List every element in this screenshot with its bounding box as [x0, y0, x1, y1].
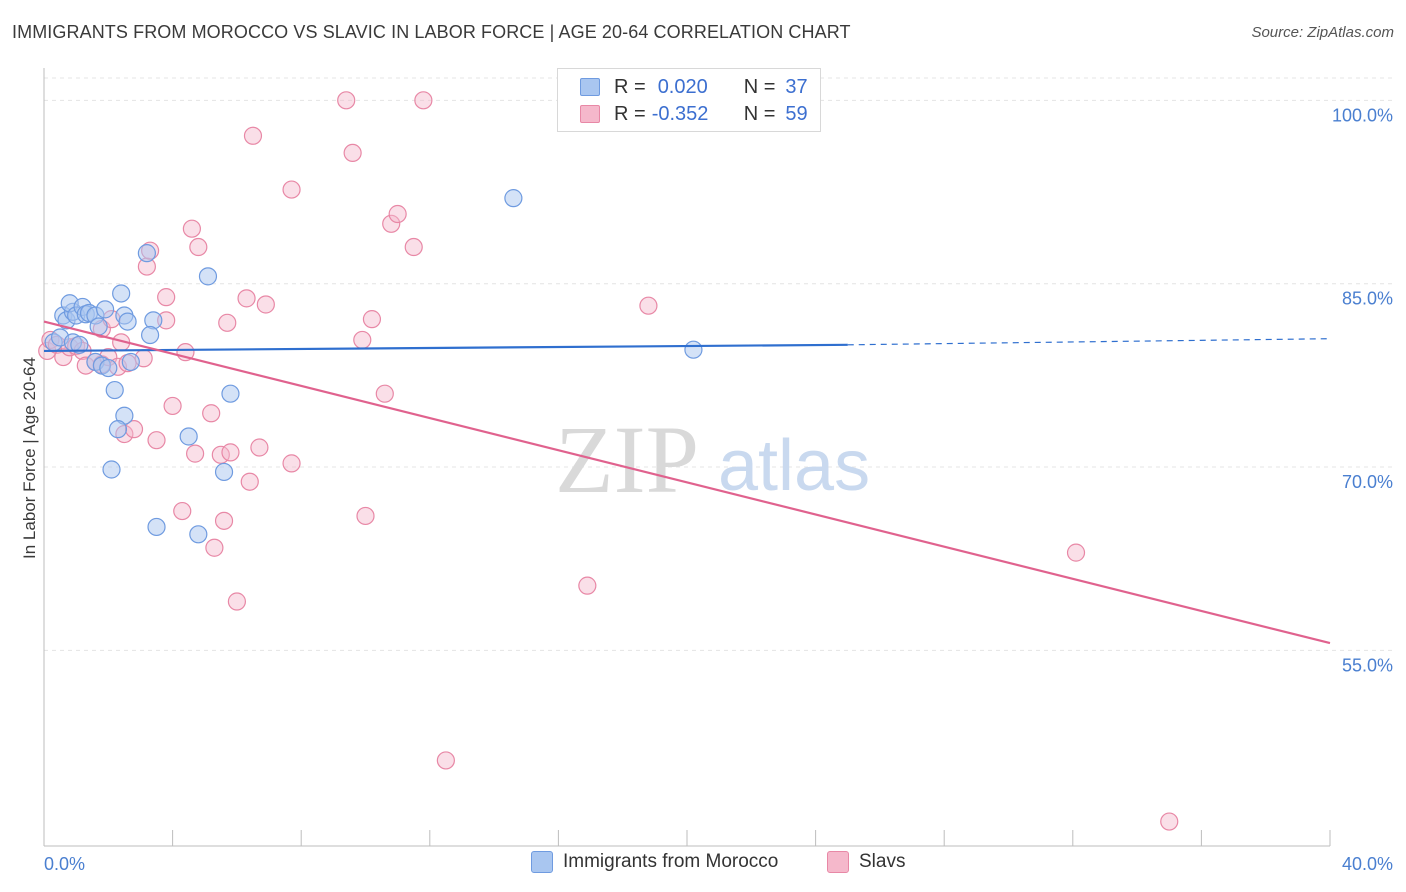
legend-n-value: 59: [785, 102, 808, 125]
legend-label-slavs: Slavs: [859, 851, 906, 872]
watermark: ZIP atlas: [555, 406, 870, 513]
slavs-point: [1160, 812, 1179, 831]
slavs-point: [639, 296, 658, 315]
legend-r-label: R =: [614, 75, 646, 98]
slavs-point: [221, 443, 240, 462]
morocco-point: [121, 352, 140, 372]
morocco-point: [99, 358, 118, 378]
morocco-point: [214, 462, 234, 482]
x-tick-label: 0.0%: [44, 854, 85, 874]
morocco-point: [102, 460, 121, 479]
slavs-point: [240, 472, 259, 491]
trend-lines: [43, 320, 1331, 645]
morocco-point: [198, 267, 218, 286]
gridlines: [44, 77, 1394, 651]
x-tick-label: 40.0%: [1342, 854, 1393, 874]
morocco-point: [105, 380, 124, 400]
slavs-point: [173, 501, 192, 521]
legend-swatch-blue: [580, 78, 600, 96]
morocco-point: [70, 335, 89, 354]
y-tick-label: 70.0%: [1342, 472, 1393, 492]
slavs-point: [382, 214, 401, 233]
slavs-point: [163, 396, 182, 416]
correlation-legend: R = 0.020 N = 37 R = -0.352 N = 59: [557, 68, 821, 132]
slavs-point: [282, 454, 301, 473]
morocco-point: [89, 317, 108, 336]
slavs-point: [189, 237, 208, 257]
slavs-point: [356, 506, 375, 526]
slavs-point: [54, 347, 73, 367]
slavs-point: [436, 751, 455, 770]
legend-r-value: -0.352: [651, 102, 709, 125]
y-axis-label: In Labor Force | Age 20-64: [20, 357, 39, 559]
legend-swatch-blue: [531, 851, 553, 873]
slavs-point: [227, 592, 246, 611]
slavs-point: [243, 126, 263, 145]
morocco-point: [144, 311, 163, 330]
legend-item-slavs: Slavs: [827, 851, 905, 873]
legend-row-morocco: R = 0.020 N = 37: [558, 74, 808, 100]
legend-r-value: 0.020: [657, 75, 708, 98]
slavs-point: [250, 438, 269, 457]
slavs-point: [404, 237, 423, 257]
morocco-point: [112, 284, 131, 303]
legend-item-morocco: Immigrants from Morocco: [531, 851, 778, 873]
watermark-atlas: atlas: [718, 426, 870, 506]
legend-n-value: 37: [785, 75, 808, 98]
slavs-point: [214, 511, 234, 530]
legend-n-label: N =: [743, 102, 776, 125]
morocco-points: [44, 189, 703, 544]
morocco-point: [118, 312, 137, 331]
slavs-point: [282, 180, 301, 199]
morocco-trend-line: [43, 343, 848, 353]
morocco-point: [147, 517, 166, 537]
slavs-point: [147, 431, 166, 450]
y-tick-label: 85.0%: [1342, 289, 1393, 309]
morocco-point: [504, 189, 523, 208]
slavs-point: [218, 313, 237, 332]
slavs-point: [182, 219, 201, 238]
axes: [43, 68, 1331, 847]
legend-label-morocco: Immigrants from Morocco: [563, 851, 779, 872]
slavs-point: [388, 204, 407, 224]
morocco-point: [684, 340, 703, 359]
morocco-point: [140, 325, 160, 345]
slavs-point: [578, 576, 597, 595]
slavs-point: [205, 538, 224, 557]
morocco-point: [179, 427, 198, 446]
morocco-point: [189, 525, 208, 544]
slavs-point: [362, 310, 382, 329]
legend-row-slavs: R = -0.352 N = 59: [558, 101, 808, 127]
slavs-point: [1066, 543, 1086, 562]
slavs-point: [157, 288, 176, 307]
slavs-point: [375, 384, 394, 403]
slavs-point: [186, 444, 205, 463]
watermark-zip: ZIP: [555, 406, 699, 513]
y-tick-label: 100.0%: [1332, 105, 1393, 125]
y-tick-labels: 100.0% 85.0% 70.0% 55.0%: [1332, 105, 1393, 675]
slavs-point: [202, 404, 221, 423]
morocco-point: [137, 244, 156, 263]
x-tick-labels: 0.0% 40.0%: [44, 854, 1393, 874]
slavs-point: [337, 91, 356, 110]
chart-title: IMMIGRANTS FROM MOROCCO VS SLAVIC IN LAB…: [12, 22, 851, 42]
slavs-trend-line: [43, 320, 1331, 645]
source-credit: Source: ZipAtlas.com: [1251, 24, 1394, 41]
slavs-point: [237, 289, 256, 308]
slavs-point: [353, 330, 372, 350]
morocco-trend-extension: [847, 338, 1331, 346]
morocco-point: [95, 300, 115, 319]
legend-swatch-pink: [827, 851, 849, 873]
morocco-point: [108, 420, 128, 439]
legend-swatch-pink: [580, 105, 600, 123]
legend-n-label: N =: [743, 75, 776, 98]
legend-r-label: R =: [614, 102, 646, 125]
slavs-point: [414, 91, 433, 110]
slavs-point: [343, 143, 362, 162]
series-legend: Immigrants from Morocco Slavs: [0, 851, 1406, 877]
morocco-point: [221, 384, 240, 403]
slavs-point: [256, 295, 275, 314]
y-tick-label: 55.0%: [1342, 655, 1393, 675]
